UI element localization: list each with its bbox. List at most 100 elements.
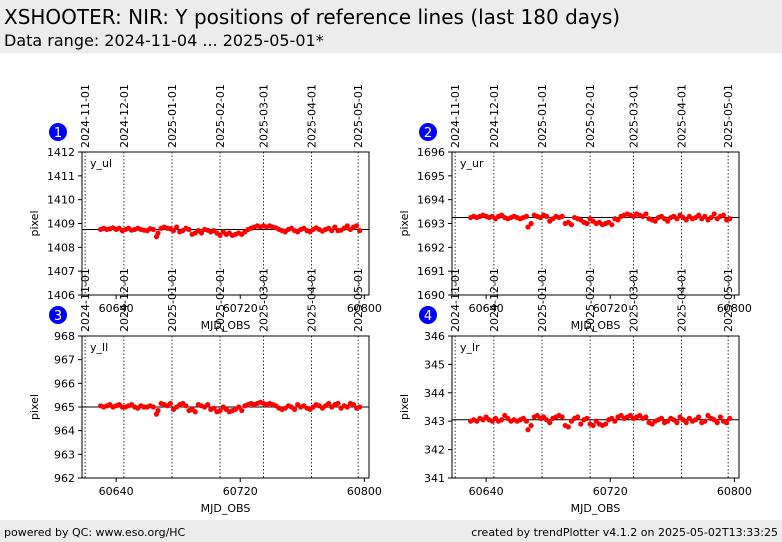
y-axis-label: pixel bbox=[28, 210, 41, 236]
data-point bbox=[525, 224, 531, 230]
data-point bbox=[584, 220, 590, 227]
data-point bbox=[674, 420, 680, 426]
y-tick-label: 344 bbox=[424, 387, 445, 400]
data-point bbox=[696, 212, 702, 218]
data-point bbox=[239, 407, 245, 414]
x-axis-label: MJD_OBS bbox=[571, 502, 621, 515]
data-point bbox=[727, 216, 733, 222]
data-point bbox=[198, 230, 205, 236]
y-tick-label: 1407 bbox=[47, 265, 75, 278]
date-marker-label: 2025-01-01 bbox=[536, 84, 549, 148]
data-point bbox=[578, 421, 584, 427]
date-marker-label: 2025-03-01 bbox=[258, 84, 271, 148]
date-marker-label: 2025-03-01 bbox=[628, 268, 641, 332]
data-point bbox=[353, 223, 360, 229]
x-tick-label: 60640 bbox=[99, 302, 134, 315]
page-subtitle: Data range: 2024-11-04 ... 2025-05-01* bbox=[4, 31, 324, 50]
data-point bbox=[357, 404, 363, 410]
y-tick-label: 1694 bbox=[417, 194, 445, 207]
x-tick-label: 60800 bbox=[347, 485, 382, 498]
data-point bbox=[723, 420, 730, 426]
data-point bbox=[528, 422, 534, 429]
panel-badge bbox=[419, 306, 437, 324]
footer-credit: powered by QC: www.eso.org/HC bbox=[4, 526, 186, 539]
page-title: XSHOOTER: NIR: Y positions of reference … bbox=[4, 5, 621, 29]
data-point bbox=[155, 407, 161, 414]
data-point bbox=[291, 406, 298, 412]
data-point bbox=[674, 216, 680, 222]
date-marker-label: 2025-04-01 bbox=[676, 84, 689, 148]
data-point bbox=[523, 418, 530, 424]
date-marker-label: 2025-02-01 bbox=[584, 268, 597, 332]
y-tick-label: 341 bbox=[424, 472, 445, 485]
date-marker-label: 2024-12-01 bbox=[118, 268, 131, 332]
data-point bbox=[590, 422, 596, 429]
data-point bbox=[183, 403, 189, 409]
footer-generator: created by trendPlotter v4.1.2 on 2025-0… bbox=[471, 526, 778, 539]
data-point bbox=[665, 218, 671, 224]
date-marker-label: 2025-05-01 bbox=[352, 268, 365, 332]
y-tick-label: 964 bbox=[54, 425, 75, 438]
data-point bbox=[357, 228, 363, 234]
data-point bbox=[525, 427, 531, 433]
y-tick-label: 967 bbox=[54, 354, 75, 367]
y-tick-label: 962 bbox=[54, 472, 75, 485]
x-tick-label: 60640 bbox=[469, 485, 504, 498]
chart-panel-1: 2024-11-01 2024-12-01 2025-01-01 2025-02-01… bbox=[28, 84, 382, 332]
data-point bbox=[643, 414, 649, 420]
footer: powered by QC: www.eso.org/HC created by… bbox=[0, 520, 782, 542]
panel-badge-number: 3 bbox=[54, 309, 62, 324]
data-point bbox=[602, 421, 609, 427]
panel-label: y_ul bbox=[90, 157, 112, 170]
date-marker-label: 2025-02-01 bbox=[214, 84, 227, 148]
data-point bbox=[150, 404, 156, 410]
panel-badge bbox=[49, 123, 67, 141]
y-tick-label: 1691 bbox=[417, 265, 445, 278]
x-tick-label: 60800 bbox=[717, 485, 752, 498]
panel-label: y_lr bbox=[460, 341, 480, 354]
x-tick-label: 60800 bbox=[717, 302, 752, 315]
data-point bbox=[652, 218, 658, 224]
chart-panel-2: 2024-11-01 2024-12-01 2025-01-01 2025-02-01… bbox=[398, 84, 752, 332]
x-tick-label: 60640 bbox=[99, 485, 134, 498]
x-tick-label: 60720 bbox=[593, 302, 628, 315]
panel-badge-number: 2 bbox=[424, 126, 432, 141]
data-point bbox=[499, 417, 505, 423]
x-tick-label: 60720 bbox=[223, 302, 258, 315]
x-tick-label: 60720 bbox=[593, 485, 628, 498]
date-marker-label: 2025-04-01 bbox=[306, 84, 319, 148]
data-point bbox=[350, 402, 357, 408]
x-tick-label: 60720 bbox=[223, 485, 258, 498]
y-tick-label: 342 bbox=[424, 444, 445, 457]
date-marker-label: 2025-05-01 bbox=[722, 268, 735, 332]
y-tick-label: 346 bbox=[424, 330, 445, 343]
data-point bbox=[155, 230, 161, 236]
data-point bbox=[559, 213, 565, 219]
data-point bbox=[683, 217, 689, 223]
chart-panel-3: 2024-11-01 2024-12-01 2025-01-01 2025-02-01… bbox=[28, 268, 382, 515]
date-marker-label: 2024-11-01 bbox=[79, 268, 92, 332]
data-point bbox=[575, 414, 581, 420]
y-tick-label: 1693 bbox=[417, 218, 445, 231]
data-point bbox=[205, 402, 211, 408]
date-marker-label: 2025-03-01 bbox=[258, 268, 271, 332]
data-point bbox=[609, 222, 615, 228]
date-marker-label: 2025-03-01 bbox=[628, 84, 641, 148]
y-tick-label: 963 bbox=[54, 448, 75, 461]
data-point bbox=[658, 415, 665, 421]
y-tick-label: 1696 bbox=[417, 146, 445, 159]
date-marker-label: 2025-02-01 bbox=[214, 268, 227, 332]
data-point bbox=[344, 404, 350, 410]
y-tick-label: 1695 bbox=[417, 170, 445, 183]
y-tick-label: 1410 bbox=[47, 194, 75, 207]
x-tick-label: 60800 bbox=[347, 302, 382, 315]
x-tick-label: 60640 bbox=[469, 302, 504, 315]
y-axis-label: pixel bbox=[398, 394, 411, 420]
data-point bbox=[714, 420, 720, 426]
date-marker-label: 2025-05-01 bbox=[722, 84, 735, 148]
data-point bbox=[720, 212, 727, 218]
data-point bbox=[717, 414, 723, 420]
data-point bbox=[186, 226, 192, 233]
data-point bbox=[174, 224, 180, 230]
data-point bbox=[217, 232, 223, 239]
